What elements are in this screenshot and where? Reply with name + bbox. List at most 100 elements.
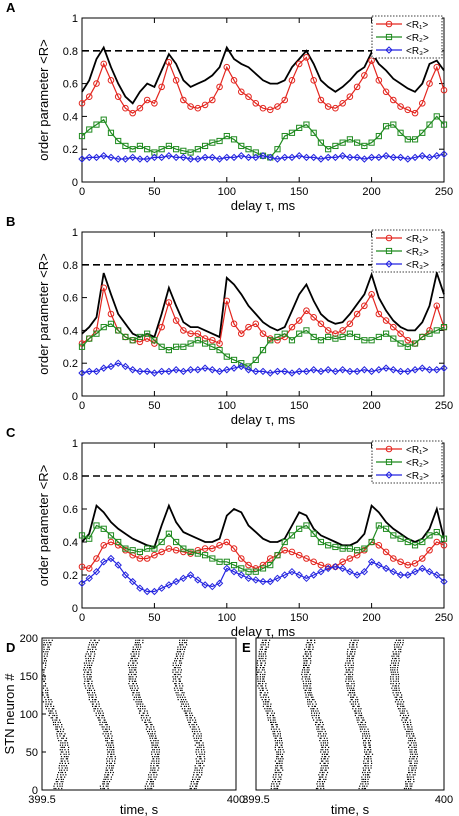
spike xyxy=(321,769,323,771)
spike xyxy=(264,664,266,666)
data-point xyxy=(85,574,93,583)
spike xyxy=(86,671,88,673)
data-point xyxy=(404,336,412,344)
spike xyxy=(60,756,63,758)
spike xyxy=(367,758,370,760)
spike xyxy=(152,781,154,783)
spike xyxy=(191,712,193,714)
spike xyxy=(128,680,131,682)
spike xyxy=(358,712,360,714)
data-point xyxy=(230,545,238,552)
data-point xyxy=(354,139,361,146)
spike xyxy=(406,776,408,778)
spike xyxy=(305,689,307,691)
spike xyxy=(410,733,413,735)
data-point xyxy=(324,153,332,162)
spike xyxy=(67,756,69,758)
spike xyxy=(361,726,363,728)
spike xyxy=(61,767,63,769)
spike xyxy=(180,694,182,696)
spike xyxy=(201,774,203,776)
spike xyxy=(317,710,319,712)
data-point xyxy=(114,359,122,367)
data-point xyxy=(295,551,303,559)
spike xyxy=(196,769,198,771)
data-point xyxy=(396,153,405,162)
spike xyxy=(91,680,93,682)
spike xyxy=(92,701,94,703)
spike xyxy=(272,776,274,778)
spike xyxy=(88,689,91,691)
spike xyxy=(306,662,308,664)
spike xyxy=(135,664,137,666)
data-point xyxy=(144,330,151,337)
spike xyxy=(114,762,116,764)
spike xyxy=(325,778,327,780)
spike xyxy=(177,673,179,676)
spike xyxy=(410,737,412,739)
spike xyxy=(397,664,399,666)
spike xyxy=(108,760,110,762)
data-point xyxy=(173,538,180,546)
spike xyxy=(359,785,361,787)
data-point xyxy=(433,63,441,71)
spike xyxy=(361,776,363,778)
spike xyxy=(369,744,371,746)
spike xyxy=(154,767,156,769)
spike xyxy=(346,683,348,685)
spike xyxy=(198,776,200,778)
spike xyxy=(397,708,400,710)
spike xyxy=(394,642,396,644)
spike xyxy=(265,699,267,701)
spike xyxy=(317,726,320,728)
spike xyxy=(189,717,191,719)
spike xyxy=(270,703,272,705)
spike xyxy=(102,781,104,783)
spike xyxy=(265,710,267,712)
spike xyxy=(406,710,408,712)
spike xyxy=(319,781,321,783)
spike xyxy=(320,735,322,737)
spike xyxy=(262,689,264,691)
spike xyxy=(272,719,274,721)
spike xyxy=(393,673,395,676)
spike xyxy=(66,767,68,769)
spike xyxy=(155,771,157,774)
spike xyxy=(264,699,266,701)
spike xyxy=(157,765,159,767)
spike xyxy=(408,726,410,728)
spike xyxy=(401,717,404,719)
spike xyxy=(91,692,94,694)
spike xyxy=(197,778,199,780)
spike xyxy=(155,737,157,739)
spike xyxy=(320,726,322,728)
data-point xyxy=(338,366,347,374)
spike xyxy=(158,751,160,753)
spike xyxy=(150,762,152,764)
data-point xyxy=(361,545,368,552)
spike xyxy=(181,687,183,689)
spike xyxy=(267,719,269,721)
spike xyxy=(316,721,318,723)
spike xyxy=(89,664,91,666)
data-point xyxy=(375,542,383,549)
spike xyxy=(364,787,366,790)
plot-frame xyxy=(81,442,445,609)
spike xyxy=(399,696,401,698)
data-point xyxy=(404,571,412,579)
data-point xyxy=(237,571,245,579)
spike xyxy=(411,771,413,774)
data-point xyxy=(122,545,129,552)
spike xyxy=(262,642,264,644)
spike xyxy=(362,771,364,774)
spike xyxy=(301,673,303,676)
x-tick-label: 399.5 xyxy=(28,794,56,806)
data-point xyxy=(317,337,325,344)
spike xyxy=(51,708,53,710)
data-point xyxy=(223,63,231,71)
spike xyxy=(393,664,395,666)
spike xyxy=(52,712,54,714)
spike xyxy=(149,783,151,785)
spike xyxy=(131,687,133,689)
spike xyxy=(310,696,313,698)
